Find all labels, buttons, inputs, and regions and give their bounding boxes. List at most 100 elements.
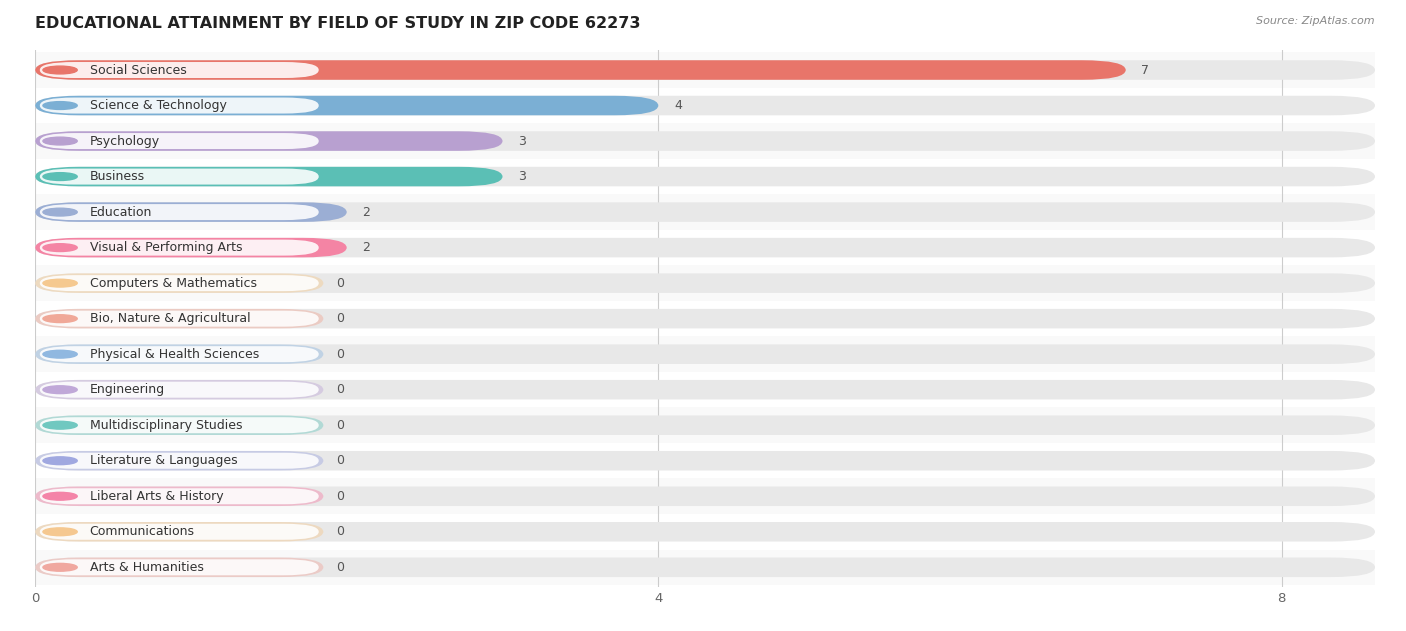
Text: 0: 0: [336, 525, 344, 538]
Text: Business: Business: [90, 170, 145, 183]
Text: 0: 0: [336, 419, 344, 432]
Text: 2: 2: [363, 241, 370, 254]
FancyBboxPatch shape: [35, 550, 1375, 585]
FancyBboxPatch shape: [35, 345, 1375, 364]
FancyBboxPatch shape: [35, 167, 1375, 186]
Circle shape: [44, 315, 77, 322]
FancyBboxPatch shape: [35, 52, 1375, 88]
Text: Psychology: Psychology: [90, 134, 160, 148]
Circle shape: [44, 422, 77, 429]
FancyBboxPatch shape: [35, 309, 323, 328]
Text: Social Sciences: Social Sciences: [90, 64, 187, 76]
FancyBboxPatch shape: [35, 487, 1375, 506]
FancyBboxPatch shape: [39, 559, 319, 575]
Circle shape: [44, 102, 77, 109]
FancyBboxPatch shape: [39, 98, 319, 114]
FancyBboxPatch shape: [35, 238, 1375, 257]
Text: Engineering: Engineering: [90, 383, 165, 396]
Circle shape: [44, 386, 77, 394]
FancyBboxPatch shape: [35, 301, 1375, 336]
FancyBboxPatch shape: [39, 453, 319, 469]
Circle shape: [44, 280, 77, 287]
FancyBboxPatch shape: [35, 372, 1375, 408]
FancyBboxPatch shape: [35, 336, 1375, 372]
FancyBboxPatch shape: [35, 88, 1375, 123]
Text: Science & Technology: Science & Technology: [90, 99, 226, 112]
FancyBboxPatch shape: [35, 203, 1375, 222]
FancyBboxPatch shape: [39, 168, 319, 185]
FancyBboxPatch shape: [39, 204, 319, 220]
Text: 0: 0: [336, 348, 344, 361]
FancyBboxPatch shape: [39, 240, 319, 256]
FancyBboxPatch shape: [35, 96, 658, 115]
FancyBboxPatch shape: [35, 194, 1375, 230]
FancyBboxPatch shape: [35, 238, 347, 257]
FancyBboxPatch shape: [39, 346, 319, 362]
FancyBboxPatch shape: [39, 275, 319, 291]
FancyBboxPatch shape: [35, 514, 1375, 550]
Text: 3: 3: [519, 170, 526, 183]
FancyBboxPatch shape: [39, 524, 319, 540]
Circle shape: [44, 563, 77, 571]
FancyBboxPatch shape: [39, 417, 319, 433]
FancyBboxPatch shape: [39, 62, 319, 78]
Circle shape: [44, 173, 77, 180]
FancyBboxPatch shape: [35, 415, 323, 435]
Circle shape: [44, 66, 77, 74]
Circle shape: [44, 244, 77, 252]
Text: 2: 2: [363, 206, 370, 218]
Circle shape: [44, 528, 77, 536]
FancyBboxPatch shape: [35, 159, 1375, 194]
Text: Multidisciplinary Studies: Multidisciplinary Studies: [90, 419, 242, 432]
FancyBboxPatch shape: [35, 167, 502, 186]
FancyBboxPatch shape: [35, 131, 1375, 151]
FancyBboxPatch shape: [39, 488, 319, 504]
Text: Physical & Health Sciences: Physical & Health Sciences: [90, 348, 259, 361]
FancyBboxPatch shape: [35, 230, 1375, 266]
FancyBboxPatch shape: [35, 487, 323, 506]
FancyBboxPatch shape: [35, 558, 1375, 577]
Text: EDUCATIONAL ATTAINMENT BY FIELD OF STUDY IN ZIP CODE 62273: EDUCATIONAL ATTAINMENT BY FIELD OF STUDY…: [35, 16, 641, 31]
Text: Computers & Mathematics: Computers & Mathematics: [90, 276, 257, 290]
Circle shape: [44, 137, 77, 145]
FancyBboxPatch shape: [35, 522, 323, 541]
Text: Education: Education: [90, 206, 152, 218]
Text: 0: 0: [336, 383, 344, 396]
FancyBboxPatch shape: [35, 558, 323, 577]
FancyBboxPatch shape: [35, 96, 1375, 115]
FancyBboxPatch shape: [39, 310, 319, 327]
Circle shape: [44, 492, 77, 500]
Text: 7: 7: [1142, 64, 1149, 76]
Text: Bio, Nature & Agricultural: Bio, Nature & Agricultural: [90, 312, 250, 325]
Text: 0: 0: [336, 276, 344, 290]
FancyBboxPatch shape: [35, 345, 323, 364]
FancyBboxPatch shape: [35, 131, 502, 151]
Circle shape: [44, 350, 77, 358]
Text: 0: 0: [336, 454, 344, 467]
FancyBboxPatch shape: [35, 451, 323, 471]
FancyBboxPatch shape: [35, 203, 347, 222]
Text: Literature & Languages: Literature & Languages: [90, 454, 238, 467]
Text: 0: 0: [336, 490, 344, 503]
FancyBboxPatch shape: [35, 522, 1375, 541]
FancyBboxPatch shape: [39, 382, 319, 398]
FancyBboxPatch shape: [35, 380, 323, 399]
FancyBboxPatch shape: [35, 309, 1375, 328]
Circle shape: [44, 457, 77, 464]
FancyBboxPatch shape: [35, 123, 1375, 159]
FancyBboxPatch shape: [35, 266, 1375, 301]
Text: 0: 0: [336, 561, 344, 574]
FancyBboxPatch shape: [35, 60, 1126, 80]
Text: 4: 4: [673, 99, 682, 112]
FancyBboxPatch shape: [35, 273, 1375, 293]
FancyBboxPatch shape: [35, 408, 1375, 443]
FancyBboxPatch shape: [35, 273, 323, 293]
FancyBboxPatch shape: [35, 443, 1375, 478]
Text: Arts & Humanities: Arts & Humanities: [90, 561, 204, 574]
FancyBboxPatch shape: [35, 451, 1375, 471]
Circle shape: [44, 208, 77, 216]
FancyBboxPatch shape: [35, 380, 1375, 399]
Text: 3: 3: [519, 134, 526, 148]
FancyBboxPatch shape: [39, 133, 319, 149]
FancyBboxPatch shape: [35, 478, 1375, 514]
